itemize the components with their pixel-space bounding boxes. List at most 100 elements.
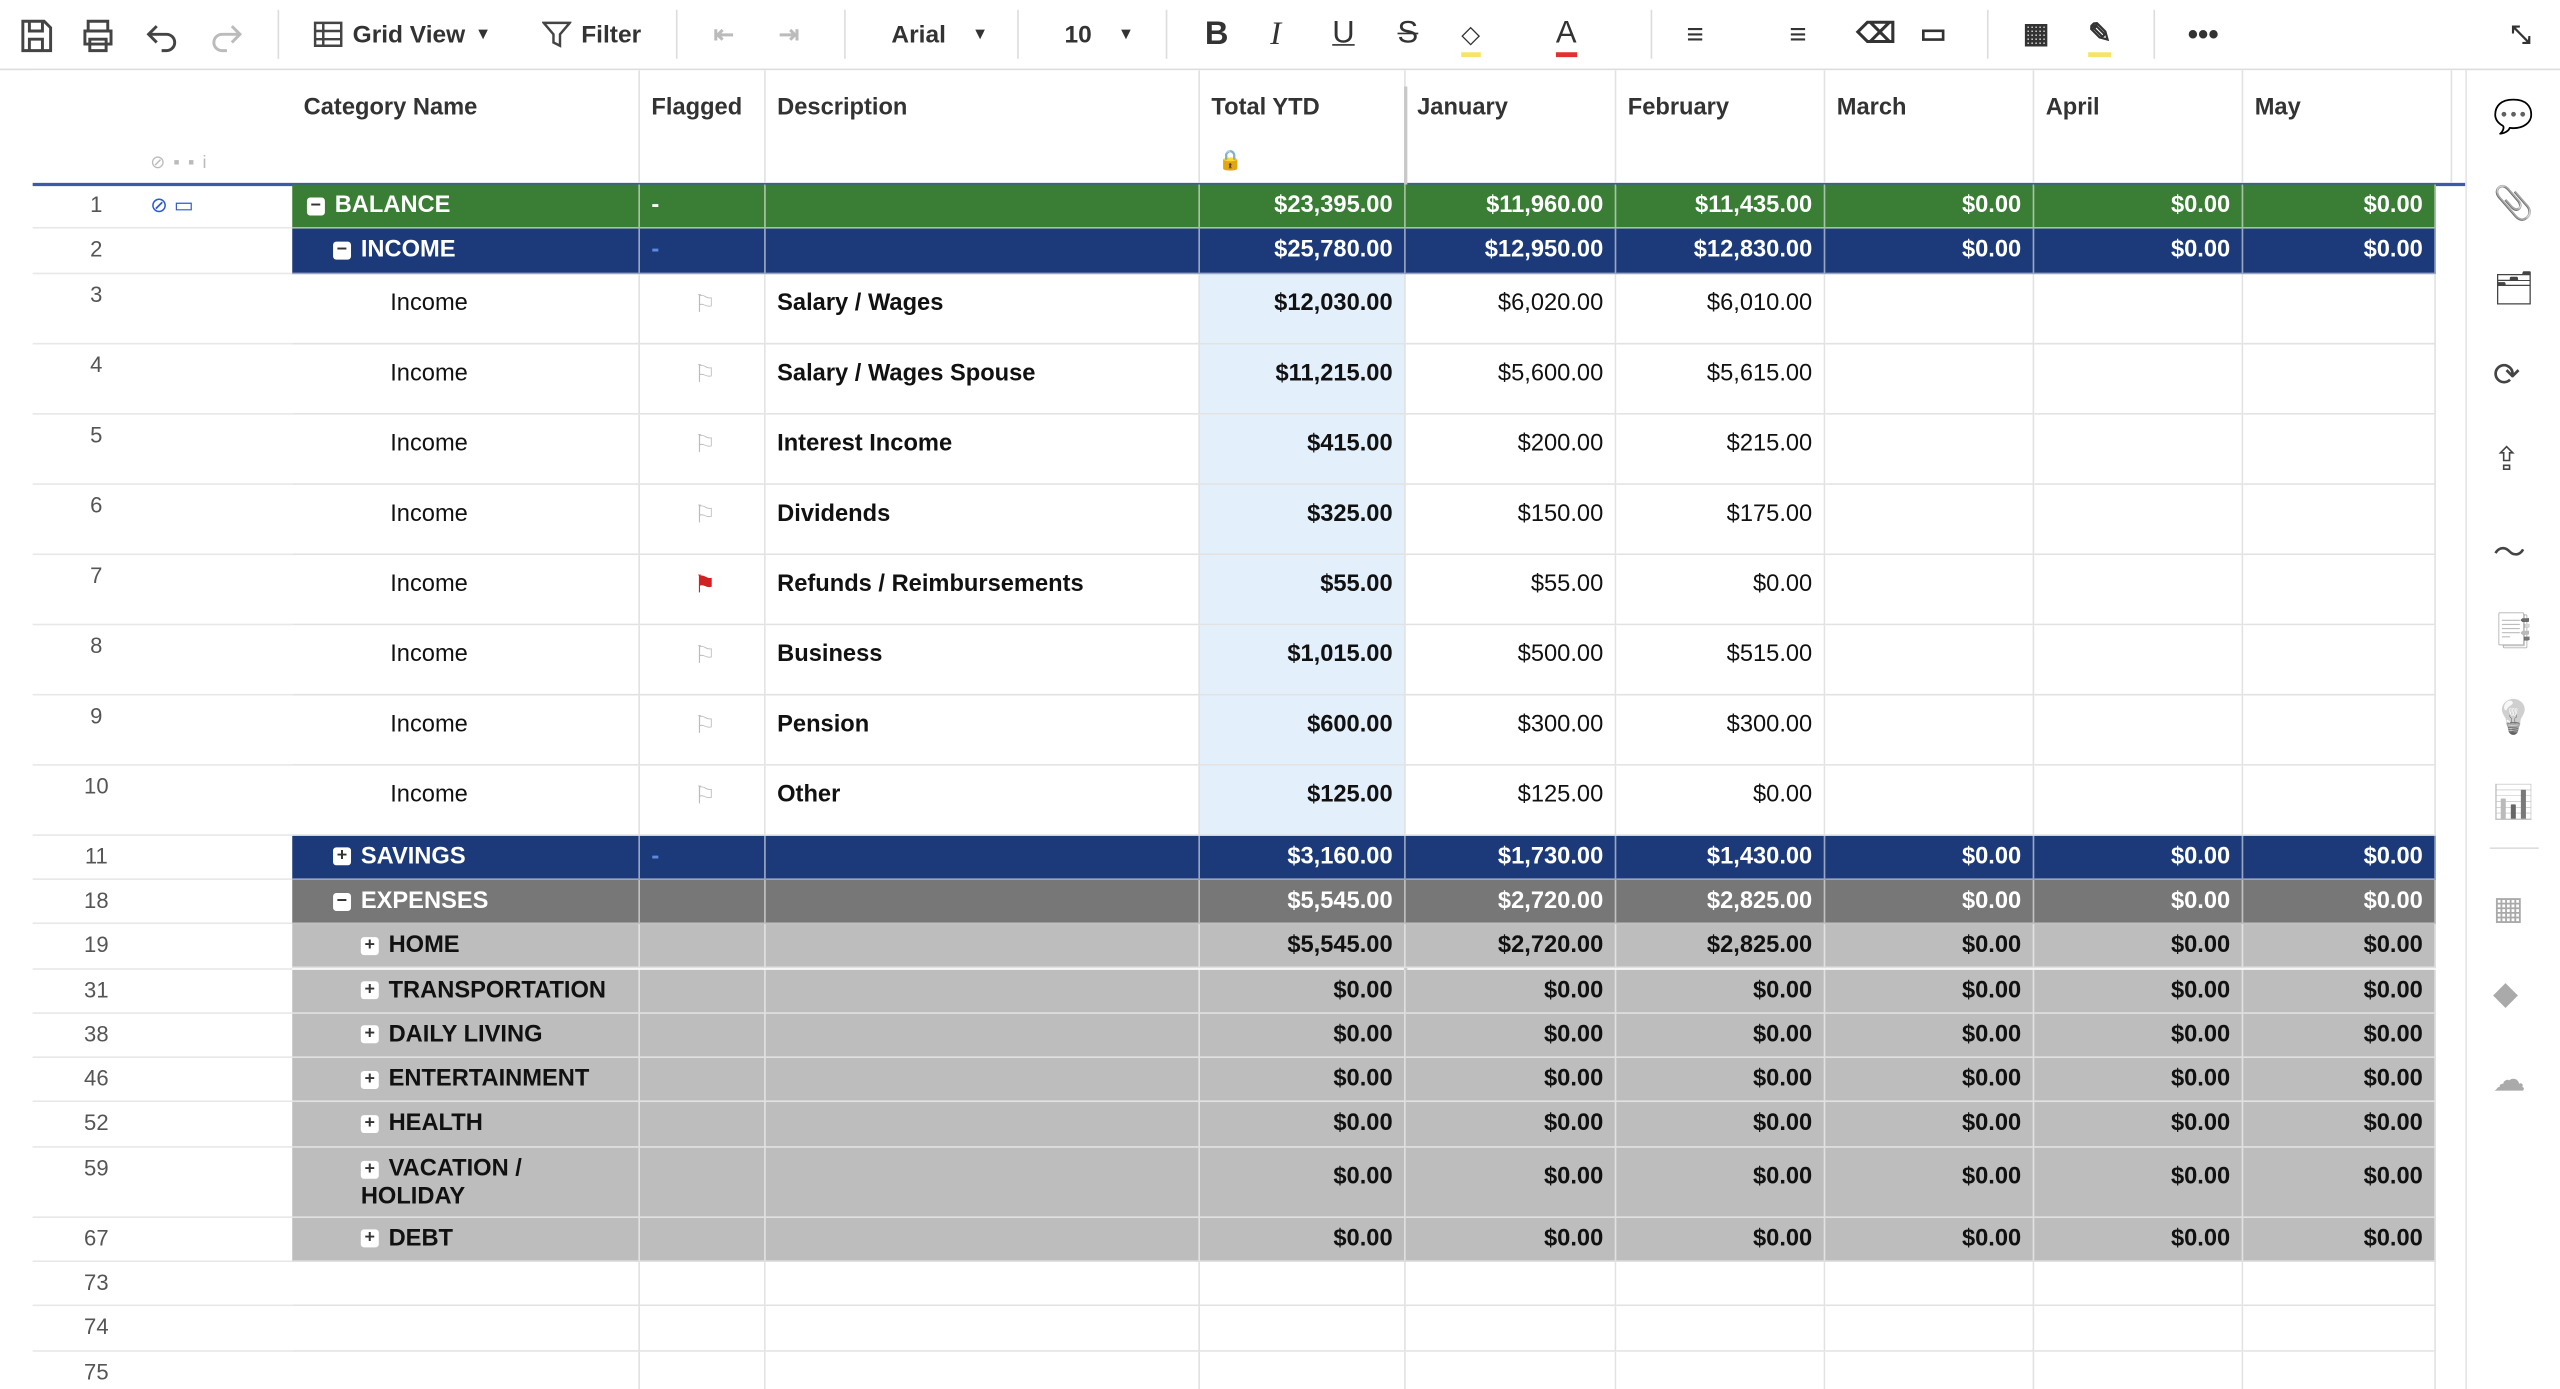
cell[interactable]: $0.00 [1405, 1058, 1617, 1103]
cell[interactable] [292, 1351, 640, 1389]
cell[interactable]: $0.00 [1616, 968, 1826, 1014]
align-button[interactable]: ≡ [1686, 17, 1704, 50]
cell[interactable] [2034, 484, 2244, 555]
side-icon[interactable]: ⇪ [2493, 442, 2521, 479]
cell[interactable]: $0.00 [2243, 1102, 2436, 1148]
cell[interactable] [1825, 765, 2035, 836]
cell[interactable] [765, 968, 1200, 1014]
cell[interactable]: $6,010.00 [1616, 273, 1826, 344]
cell[interactable]: $0.00 [1616, 1013, 1826, 1059]
cell[interactable]: $0.00 [1199, 968, 1406, 1014]
cell[interactable]: $0.00 [1825, 1147, 2035, 1218]
cell[interactable] [639, 1262, 766, 1307]
cell[interactable] [1199, 1262, 1406, 1307]
cell[interactable]: $11,435.00 [1616, 184, 1826, 230]
cell[interactable]: + HEALTH [292, 1102, 640, 1148]
cell[interactable] [2034, 554, 2244, 625]
side-icon[interactable]: 📑 [2493, 613, 2534, 650]
expand-toggle[interactable]: + [360, 936, 379, 955]
column-header[interactable]: January [1406, 70, 1617, 183]
cell[interactable] [1825, 1306, 2035, 1352]
cell[interactable]: $0.00 [1825, 835, 2035, 880]
cell[interactable]: $12,950.00 [1405, 229, 1617, 274]
cell[interactable]: $0.00 [2034, 1013, 2244, 1059]
cell[interactable] [639, 1306, 766, 1352]
cell[interactable]: $3,160.00 [1199, 835, 1406, 880]
cell[interactable] [765, 1013, 1200, 1059]
cell[interactable]: $125.00 [1405, 765, 1617, 836]
cell[interactable] [765, 1102, 1200, 1148]
cell[interactable]: $0.00 [1405, 1147, 1617, 1218]
cell[interactable]: $0.00 [1825, 1058, 2035, 1103]
cell[interactable] [639, 1217, 766, 1263]
cell[interactable]: + TRANSPORTATION [292, 968, 640, 1014]
cell[interactable]: $0.00 [1825, 879, 2035, 925]
cell[interactable] [1405, 1262, 1617, 1307]
cell[interactable] [292, 1262, 640, 1307]
cell[interactable] [1825, 343, 2035, 415]
cell[interactable] [2243, 765, 2436, 836]
cell[interactable] [2243, 273, 2436, 344]
cell[interactable] [1825, 273, 2035, 344]
column-header[interactable]: Flagged [640, 70, 766, 183]
cell[interactable] [1825, 484, 2035, 555]
cell[interactable] [1199, 1351, 1406, 1389]
cell[interactable]: $5,545.00 [1199, 924, 1406, 969]
cell[interactable] [1405, 1351, 1617, 1389]
cell[interactable]: $0.00 [1825, 968, 2035, 1014]
column-header[interactable]: April [2034, 70, 2244, 183]
column-header[interactable]: Description [766, 70, 1200, 183]
cell[interactable]: + VACATION / HOLIDAY [292, 1147, 640, 1218]
cell[interactable]: $0.00 [2034, 1147, 2244, 1218]
cell[interactable]: Refunds / Reimbursements [765, 554, 1200, 625]
cell[interactable]: $2,825.00 [1616, 924, 1826, 969]
cell[interactable]: $12,830.00 [1616, 229, 1826, 274]
expand-toggle[interactable]: − [333, 892, 352, 911]
expand-toggle[interactable]: − [333, 241, 352, 260]
side-icon[interactable]: ⟳ [2493, 356, 2521, 393]
cell[interactable]: $11,215.00 [1199, 343, 1406, 415]
cell[interactable]: $200.00 [1405, 414, 1617, 485]
cell[interactable] [292, 1306, 640, 1352]
cell[interactable]: $0.00 [2034, 184, 2244, 230]
cell[interactable]: Income [292, 624, 640, 695]
cell[interactable]: $0.00 [2034, 1058, 2244, 1103]
expand-toggle[interactable]: + [333, 847, 352, 866]
cell[interactable] [765, 1306, 1200, 1352]
cell[interactable]: Salary / Wages [765, 273, 1200, 344]
cell[interactable] [1616, 1306, 1826, 1352]
cell[interactable] [639, 1058, 766, 1103]
cell[interactable]: $0.00 [1825, 1013, 2035, 1059]
cell[interactable]: $23,395.00 [1199, 184, 1406, 230]
cell[interactable]: $0.00 [1405, 1217, 1617, 1263]
filter-button[interactable]: Filter [542, 16, 641, 52]
font-button[interactable]: Arial ▼ [891, 16, 988, 52]
cell[interactable] [2034, 343, 2244, 415]
flag-icon[interactable]: ⚐ [693, 500, 716, 529]
cell[interactable] [2243, 554, 2436, 625]
cell[interactable] [2034, 694, 2244, 766]
strike-button[interactable]: S [1397, 16, 1419, 51]
cell[interactable]: $300.00 [1616, 694, 1826, 766]
cell[interactable] [639, 1102, 766, 1148]
cell[interactable]: $415.00 [1199, 414, 1406, 485]
expand-toggle[interactable]: + [360, 981, 379, 1000]
side-icon[interactable]: 🗂 [2493, 271, 2535, 307]
cell[interactable]: $2,825.00 [1616, 879, 1826, 925]
cell[interactable]: - [639, 835, 766, 880]
cell[interactable]: $0.00 [2243, 229, 2436, 274]
cell[interactable]: $5,615.00 [1616, 343, 1826, 415]
cell[interactable]: $0.00 [1199, 1217, 1406, 1263]
side-icon[interactable]: 📊 [2493, 785, 2534, 822]
cell[interactable]: $0.00 [1616, 1058, 1826, 1103]
cell[interactable]: $2,720.00 [1405, 924, 1617, 969]
cell[interactable]: $0.00 [1616, 1102, 1826, 1148]
cell[interactable] [765, 835, 1200, 880]
expand-toggle[interactable]: + [360, 1114, 379, 1134]
outdent-button[interactable]: ⇤ [713, 21, 735, 49]
cell[interactable]: + HOME [292, 924, 640, 969]
cell[interactable] [1825, 1262, 2035, 1307]
cell[interactable] [1199, 1306, 1406, 1352]
cell[interactable]: Income [292, 484, 640, 555]
cell[interactable]: $0.00 [2034, 968, 2244, 1014]
